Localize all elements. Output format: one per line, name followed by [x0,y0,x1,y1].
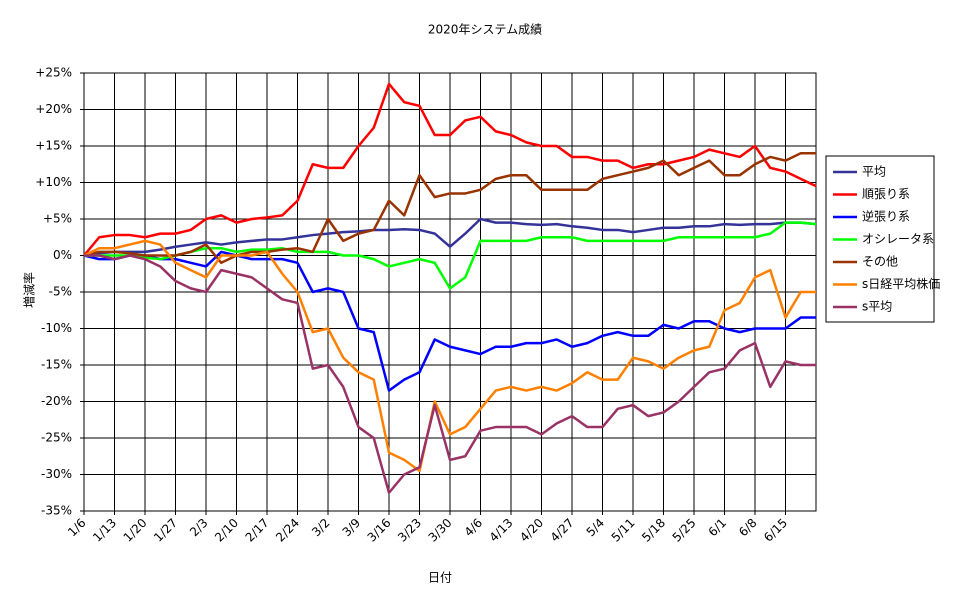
y-tick-label: -25% [41,431,72,445]
series-line [83,239,816,473]
x-tick-label: 5/4 [584,516,608,540]
y-tick-label: -30% [41,467,72,481]
x-tick-label: 1/13 [90,516,119,545]
y-tick-label: -5% [49,285,72,299]
x-tick-label: 5/11 [609,516,638,545]
x-axis-title: 日付 [428,571,452,585]
y-tick-label: +10% [35,175,72,189]
y-tick-label: +15% [35,139,72,153]
x-tick-label: 3/16 [365,516,394,545]
x-tick-label: 2/24 [273,516,302,545]
series-line [83,152,816,265]
x-tick-label: 3/9 [340,516,364,540]
y-tick-label: 0% [53,248,72,262]
y-tick-label: +20% [35,102,72,116]
legend-label: 逆張り系 [862,209,910,224]
y-tick-label: -20% [41,394,72,408]
legend-label: 平均 [862,165,886,179]
x-tick-label: 6/1 [706,516,730,540]
x-tick-label: 3/23 [395,516,424,545]
x-tick-label: 6/8 [736,516,760,540]
series-line [83,82,817,257]
legend-label: オシレータ系 [862,232,934,246]
x-tick-label: 5/25 [670,516,699,545]
x-tick-label: 3/30 [426,516,455,545]
x-tick-label: 4/20 [517,516,546,545]
x-tick-label: 1/20 [121,516,150,545]
x-tick-label: 4/27 [548,516,577,545]
x-tick-label: 4/13 [487,516,516,545]
y-tick-label: -15% [41,358,72,372]
x-tick-label: 5/18 [639,516,668,545]
series-line [84,221,817,290]
series-line [83,250,816,392]
x-tick-label: 6/15 [761,516,790,545]
x-tick-label: 2/10 [212,516,241,545]
x-tick-label: 2/3 [187,516,211,540]
y-axis-title: 増減率 [22,272,37,308]
y-tick-label: -35% [41,504,72,518]
y-tick-label: +5% [43,212,72,226]
chart-title: 2020年システム成績 [428,23,542,37]
x-tick-label: 1/27 [151,516,180,545]
series-line [84,254,816,494]
x-tick-label: 2/17 [243,516,272,545]
x-tick-label: 3/2 [309,516,333,540]
legend-label: s平均 [862,300,892,314]
legend-label: s日経平均株価 [862,276,940,291]
legend-label: その他 [862,255,898,269]
y-tick-label: -10% [41,321,72,335]
x-tick-label: 4/6 [462,516,486,540]
x-tick-label: 1/6 [65,516,89,540]
y-tick-label: +25% [35,66,72,80]
series-line [83,217,817,257]
legend-label: 順張り系 [862,187,910,201]
